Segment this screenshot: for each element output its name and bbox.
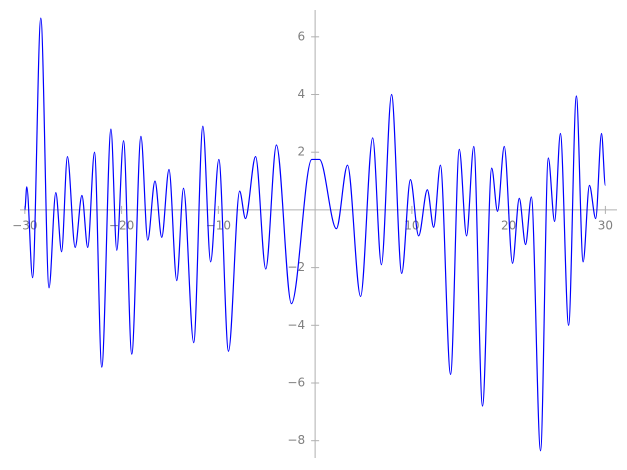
y-tick-label: −6 [287,375,305,389]
x-tick-label: −30 [12,218,37,232]
y-tick-label: 6 [297,29,305,43]
data-line [24,17,606,452]
y-tick-label: 2 [297,145,305,159]
x-tick-label: 20 [501,218,516,232]
x-tick-label: −10 [206,218,231,232]
x-tick-label: 30 [598,218,613,232]
x-tick-label: −20 [109,218,134,232]
y-tick-label: −4 [287,318,305,332]
y-tick-label: −2 [287,260,305,274]
y-tick-label: 4 [297,87,305,101]
y-tick-label: −8 [287,433,305,447]
